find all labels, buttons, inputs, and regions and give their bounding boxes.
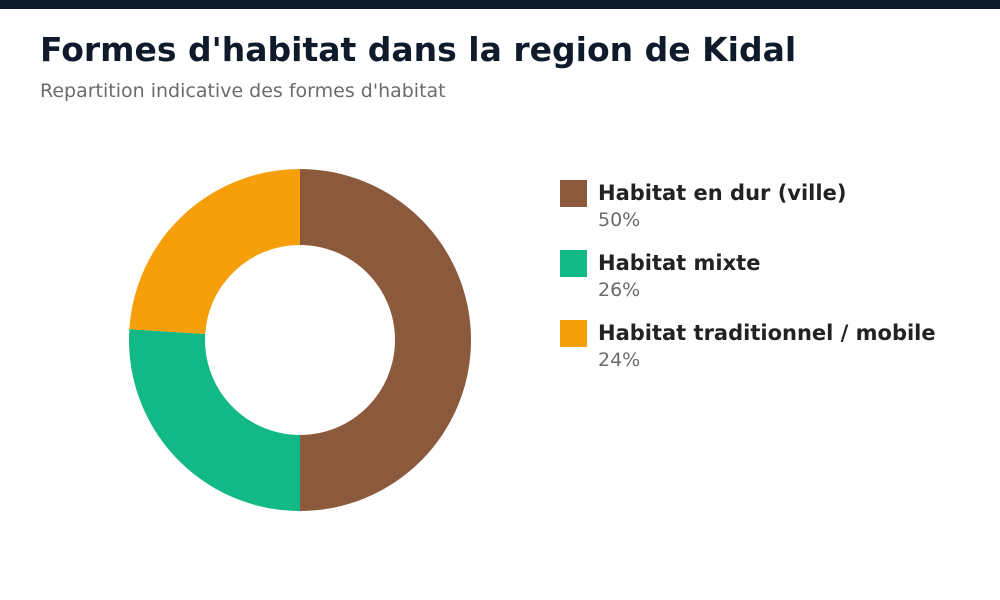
chart-title: Formes d'habitat dans la region de Kidal: [40, 30, 797, 69]
legend-swatch-habitat-mixte: [560, 250, 587, 277]
legend-value: 50%: [598, 209, 641, 231]
donut-slice-habitat-traditionnel-mobile: [129, 169, 300, 335]
legend-swatch-habitat-en-dur: [560, 180, 587, 207]
legend-swatch-habitat-traditionnel: [560, 320, 587, 347]
donut-slice-habitat-mixte: [128, 329, 300, 511]
legend-value: 26%: [598, 279, 641, 301]
legend-value: 24%: [598, 349, 641, 371]
chart-subtitle: Repartition indicative des formes d'habi…: [40, 80, 446, 102]
donut-slice-habitat-en-dur-ville: [300, 169, 471, 511]
legend-label: Habitat traditionnel / mobile: [598, 321, 936, 345]
top-accent-bar: [0, 0, 1000, 9]
legend-label: Habitat mixte: [598, 251, 761, 275]
legend-label: Habitat en dur (ville): [598, 181, 847, 205]
